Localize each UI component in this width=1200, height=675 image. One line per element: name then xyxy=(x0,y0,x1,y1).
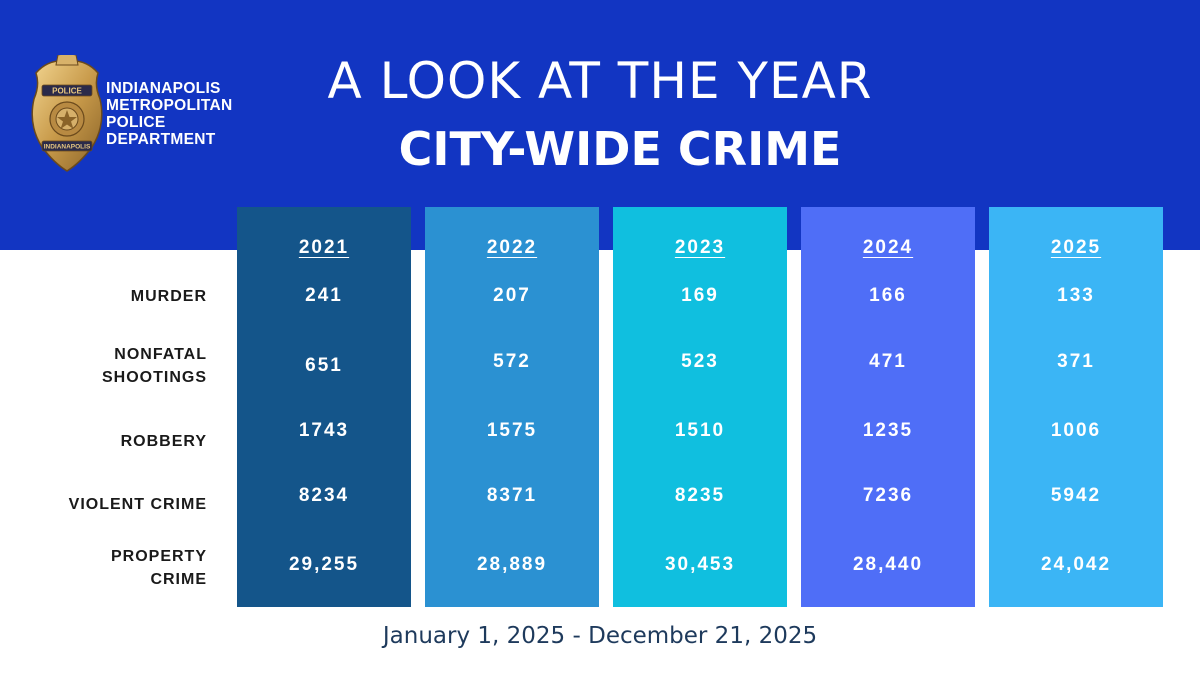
row-label-line: PROPERTY xyxy=(110,548,207,565)
row-label-property-crime: PROPERTY CRIME xyxy=(111,545,207,591)
row-label-line: CRIME xyxy=(150,571,207,588)
value-cell: 1575 xyxy=(486,420,538,441)
value-cell: 371 xyxy=(1057,351,1095,372)
year-header: 2023 xyxy=(674,237,726,258)
police-badge-icon: POLICE INDIANAPOLIS xyxy=(31,55,103,172)
badge-bottom-text: INDIANAPOLIS xyxy=(44,144,91,151)
page-title: A LOOK AT THE YEAR xyxy=(327,52,873,110)
agency-name: INDIANAPOLIS METROPOLITAN POLICE DEPARTM… xyxy=(106,80,232,148)
value-cell: 1743 xyxy=(298,420,350,441)
value-cell: 30,453 xyxy=(664,554,736,575)
year-header: 2021 xyxy=(298,237,350,258)
value-cell: 8371 xyxy=(486,485,538,506)
year-header: 2022 xyxy=(486,237,538,258)
value-cell: 8235 xyxy=(674,485,726,506)
agency-line: INDIANAPOLIS xyxy=(106,80,221,97)
column-2024: 2024 166 471 1235 7236 28,440 xyxy=(801,207,975,607)
value-cell: 7236 xyxy=(862,485,914,506)
value-cell: 523 xyxy=(681,351,719,372)
value-cell: 169 xyxy=(681,285,719,306)
page-subtitle: CITY-WIDE CRIME xyxy=(398,122,842,176)
agency-line: METROPOLITAN xyxy=(106,97,233,114)
row-label-violent-crime: VIOLENT CRIME xyxy=(68,496,207,513)
value-cell: 651 xyxy=(305,355,343,376)
value-cell: 24,042 xyxy=(1040,554,1112,575)
value-cell: 572 xyxy=(493,351,531,372)
date-range: January 1, 2025 - December 21, 2025 xyxy=(382,623,818,649)
value-cell: 28,440 xyxy=(852,554,924,575)
agency-line: DEPARTMENT xyxy=(106,131,216,148)
row-label-line: SHOOTINGS xyxy=(101,369,207,386)
badge-top-text: POLICE xyxy=(52,87,82,96)
impd-logo: POLICE INDIANAPOLIS INDIANAPOLIS METROPO… xyxy=(28,55,232,175)
value-cell: 1006 xyxy=(1050,420,1102,441)
year-header: 2024 xyxy=(862,237,914,258)
column-2025: 2025 133 371 1006 5942 24,042 xyxy=(989,207,1163,607)
column-2023: 2023 169 523 1510 8235 30,453 xyxy=(613,207,787,607)
value-cell: 207 xyxy=(493,285,531,306)
value-cell: 1235 xyxy=(862,420,914,441)
value-cell: 8234 xyxy=(298,485,350,506)
column-2022: 2022 207 572 1575 8371 28,889 xyxy=(425,207,599,607)
value-cell: 133 xyxy=(1057,285,1095,306)
value-cell: 241 xyxy=(305,285,343,306)
value-cell: 5942 xyxy=(1050,485,1102,506)
value-cell: 28,889 xyxy=(476,554,548,575)
value-cell: 471 xyxy=(869,351,907,372)
value-cell: 166 xyxy=(869,285,907,306)
row-label-murder: MURDER xyxy=(130,288,207,305)
row-label-robbery: ROBBERY xyxy=(120,433,207,450)
row-label-line: NONFATAL xyxy=(114,346,207,363)
column-2021: 2021 241 651 1743 8234 29,255 xyxy=(237,207,411,607)
value-cell: 1510 xyxy=(674,420,726,441)
year-header: 2025 xyxy=(1050,237,1102,258)
value-cell: 29,255 xyxy=(288,554,360,575)
agency-line: POLICE xyxy=(106,114,166,131)
row-label-nonfatal-shootings: NONFATAL SHOOTINGS xyxy=(102,343,207,389)
